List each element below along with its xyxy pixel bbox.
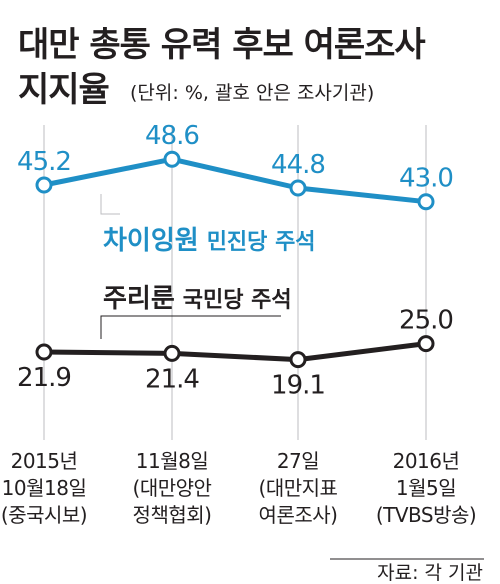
source-note: 자료: 각 기관 xyxy=(377,562,483,584)
series-party-s0: 민진당 주석 xyxy=(207,230,316,255)
data-label-s1-0: 21.9 xyxy=(17,363,71,393)
data-point-s1-0 xyxy=(35,343,53,361)
series-name-s0: 차이잉원 민진당 주석 xyxy=(103,226,316,256)
data-point-s1-3 xyxy=(417,335,435,353)
unit-note: (단위: %, 괄호 안은 조사기관) xyxy=(130,82,374,104)
data-label-s1-2: 19.1 xyxy=(271,371,325,401)
x-tick-label-0-0: 2015년 xyxy=(11,449,78,473)
series-party-s1: 국민당 주석 xyxy=(183,288,292,313)
series-line-0 xyxy=(43,156,427,205)
data-point-s0-3 xyxy=(417,193,435,211)
data-label-s0-3: 43.0 xyxy=(399,164,453,194)
chart-title-line2: 지지율 xyxy=(18,70,110,110)
x-tick-label-3-1: 1월5일 xyxy=(396,476,456,500)
data-point-s0-1 xyxy=(163,150,181,168)
x-tick-label-2-2: 여론조사) xyxy=(259,503,338,527)
x-tick-label-0-1: 10월18일 xyxy=(2,476,87,500)
x-tick-label-3-0: 2016년 xyxy=(393,449,460,473)
data-point-s1-1 xyxy=(163,344,181,362)
x-tick-label-3-2: (TVBS방송) xyxy=(376,503,476,527)
data-label-s1-3: 25.0 xyxy=(399,306,453,336)
series-line-1 xyxy=(43,341,427,363)
x-tick-label-0-2: (중국시보) xyxy=(1,503,87,527)
data-label-s1-1: 21.4 xyxy=(145,364,199,394)
x-tick-label-2-1: (대만지표 xyxy=(259,476,338,500)
x-tick-label-1-1: (대만양안 xyxy=(133,476,212,500)
data-label-s0-0: 45.2 xyxy=(17,147,71,177)
leader-line-s1 xyxy=(100,315,281,339)
leader-line-s0 xyxy=(100,194,120,215)
chart-title-line1: 대만 총통 유력 후보 여론조사 xyxy=(18,25,425,65)
x-tick-label-1-2: 정책협회) xyxy=(133,503,212,527)
data-point-s1-2 xyxy=(289,351,307,369)
data-label-s0-1: 48.6 xyxy=(145,121,199,151)
data-label-s0-2: 44.8 xyxy=(271,150,325,180)
data-point-s0-2 xyxy=(289,179,307,197)
x-tick-label-2-0: 27일 xyxy=(277,449,319,473)
x-tick-label-1-0: 11월8일 xyxy=(136,449,208,473)
series-name-s1: 주리룬 국민당 주석 xyxy=(103,284,292,314)
data-point-s0-0 xyxy=(35,176,53,194)
